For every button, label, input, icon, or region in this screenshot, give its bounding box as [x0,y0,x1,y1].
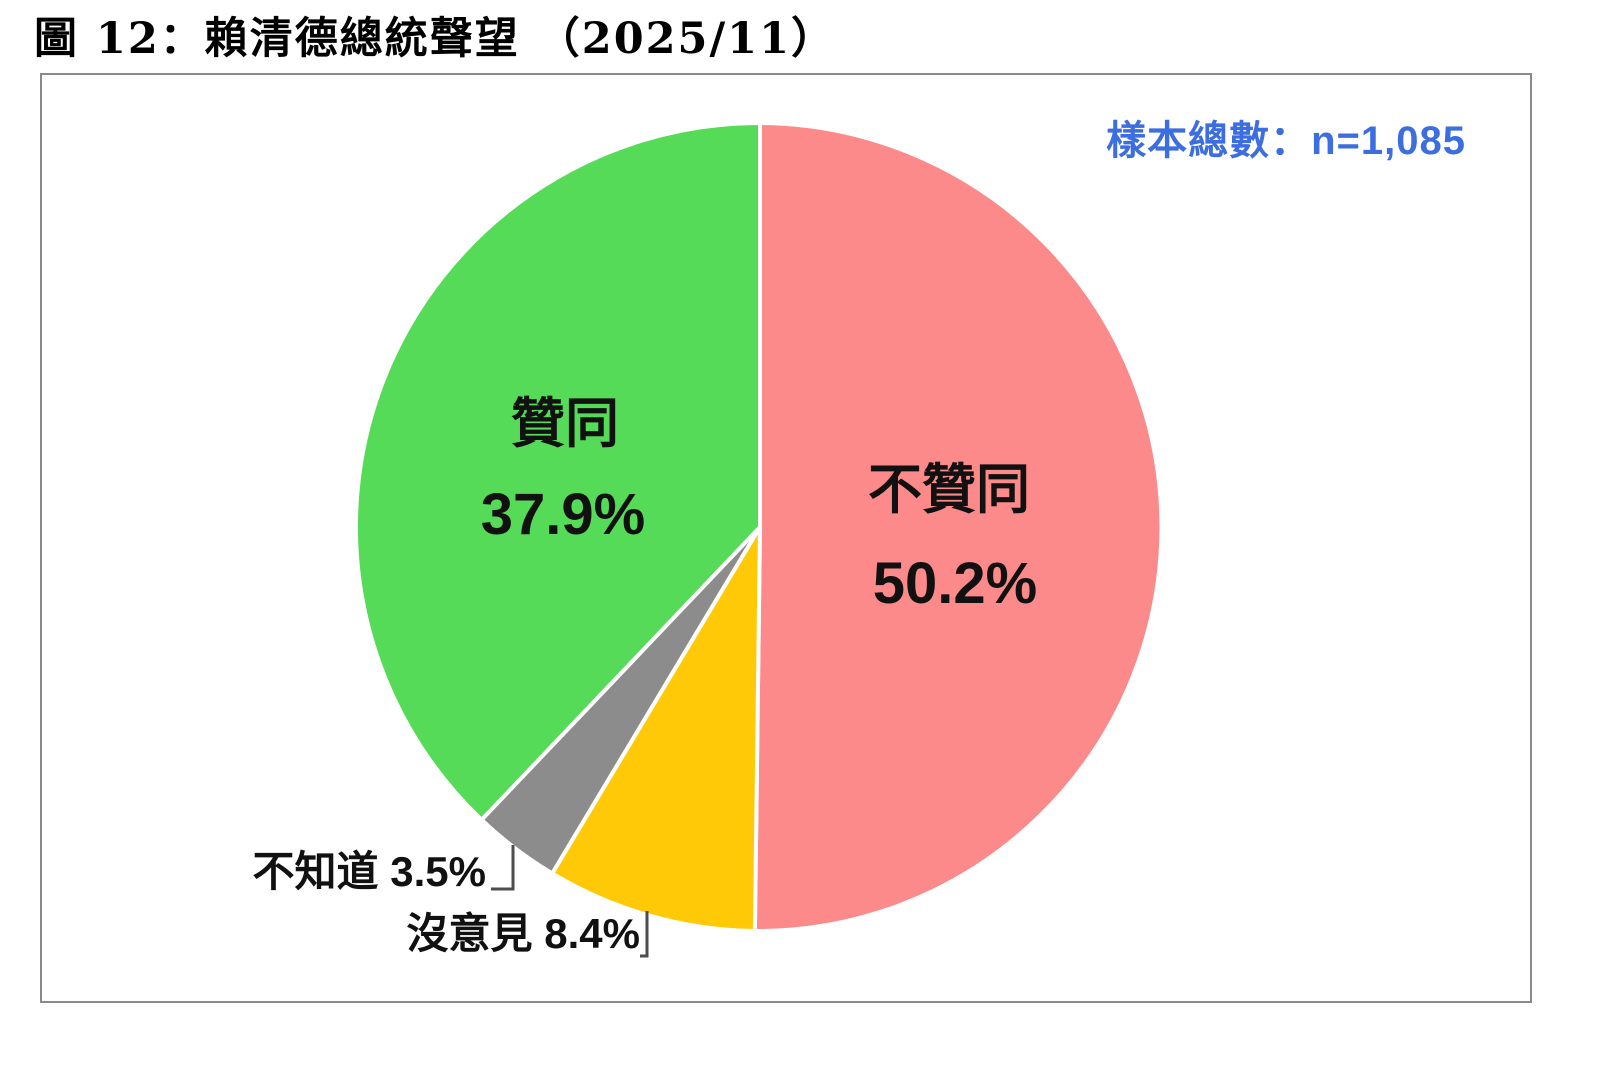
no-opinion-callout-label: 沒意見 8.4% [407,913,641,955]
pie-slice-3 [353,121,762,822]
approve-slice-value: 37.9% [480,482,646,547]
callout-line-dont-know [491,845,515,891]
pie-slices-group [353,121,1164,934]
pie-slice-1 [550,525,762,933]
disapprove-slice-label: 不贊同 [868,460,1030,520]
disapprove-slice-value: 50.2% [872,551,1038,616]
dont-know-label-value: 3.5% [390,848,486,895]
pie-slice-0 [752,121,1164,934]
no-opinion-label-value: 8.4% [544,910,640,957]
approve-slice-label: 贊同 [511,394,619,454]
no-opinion-label-text: 沒意見 [406,910,533,957]
callout-line-no-opinion [640,911,649,958]
figure-title: 圖 12：賴清德總統聲望 （2025/11） [34,14,837,64]
dont-know-label-text: 不知道 [252,848,379,895]
sample-size-note: 樣本總數：n=1,085 [1106,119,1466,163]
dont-know-callout-label: 不知道 3.5% [253,851,487,893]
